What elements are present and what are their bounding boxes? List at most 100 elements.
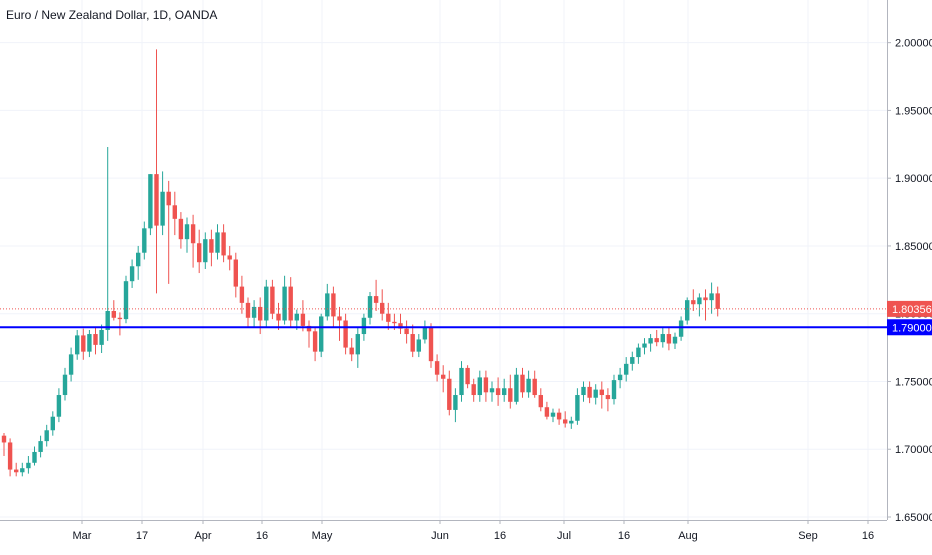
horizontal-level-label: 1.79000 (892, 322, 932, 334)
candle-down (538, 395, 543, 408)
x-tick-label: 16 (618, 530, 630, 542)
candle-down (392, 321, 397, 324)
candle-down (691, 300, 696, 305)
candle-down (373, 296, 379, 303)
candle-down (434, 361, 440, 375)
x-tick-label: Aug (678, 530, 698, 542)
candle-up (660, 334, 665, 343)
candle-down (221, 232, 226, 256)
candle-down (300, 313, 306, 326)
candle-up (489, 388, 495, 393)
candle-up (129, 266, 135, 282)
candle-down (233, 259, 238, 287)
candle-down (563, 419, 568, 424)
y-tick-label: 1.95000 (895, 105, 932, 117)
x-tick-label: May (312, 530, 333, 542)
candle-down (197, 243, 202, 263)
candle-down (288, 286, 293, 321)
candle-up (550, 412, 556, 417)
candle-up (611, 380, 617, 400)
candle-down (465, 367, 470, 385)
candle-down (306, 325, 312, 332)
candle-down (172, 205, 177, 219)
candle-up (87, 334, 92, 352)
candle-down (520, 374, 525, 393)
candle-down (386, 313, 391, 322)
y-tick-label: 2.00000 (895, 38, 932, 50)
x-tick-label: 17 (136, 530, 148, 542)
candle-up (575, 395, 580, 421)
candle-up (68, 354, 74, 375)
candle-down (239, 286, 245, 303)
candle-down (154, 174, 159, 226)
candle-down (14, 469, 19, 473)
candle-down (556, 412, 562, 420)
candle-up (630, 357, 635, 364)
current-price-badge (887, 300, 932, 317)
candle-up (367, 296, 373, 318)
candle-up (56, 395, 62, 417)
candle-down (410, 334, 415, 352)
x-tick-label: Jul (557, 530, 571, 542)
candle-down (276, 313, 281, 321)
y-tick-label: 1.65000 (895, 512, 932, 524)
candle-up (38, 441, 43, 452)
candle-down (190, 224, 196, 244)
candle-up (123, 281, 129, 320)
candle-down (312, 331, 318, 352)
candle-up (361, 317, 367, 335)
candle-down (166, 191, 171, 206)
candle-up (514, 374, 519, 402)
candle-up (50, 416, 55, 431)
candle-down (599, 389, 604, 396)
candle-down (666, 334, 672, 344)
candle-up (685, 300, 690, 321)
candle-down (7, 442, 13, 470)
candle-up (502, 388, 507, 396)
current-price-label: 1.80356 (892, 304, 932, 316)
candle-down (605, 395, 611, 400)
y-tick-label: 1.90000 (895, 173, 932, 185)
candle-up (203, 239, 208, 263)
candle-down (495, 388, 501, 396)
candle-down (404, 328, 409, 335)
candle-up (678, 320, 684, 337)
candle-up (355, 334, 360, 355)
y-tick-label: 1.70000 (895, 444, 932, 456)
candle-up (264, 286, 269, 321)
candle-down (447, 378, 452, 410)
candle-down (331, 293, 336, 317)
candle-down (483, 377, 489, 393)
candle-down (532, 378, 537, 396)
candle-up (136, 252, 141, 267)
candle-up (416, 339, 421, 352)
candle-up (709, 293, 714, 301)
x-tick-label: 16 (862, 530, 874, 542)
candle-up (581, 386, 586, 396)
x-tick-label: Apr (194, 530, 211, 542)
candle-up (477, 377, 482, 396)
candle-up (44, 430, 49, 442)
candle-up (569, 420, 574, 424)
candle-down (178, 218, 184, 240)
candle-up (142, 228, 147, 253)
candle-up (105, 311, 110, 330)
candle-up (624, 363, 629, 375)
candle-down (337, 316, 342, 321)
candle-up (32, 451, 37, 463)
candle-down (471, 384, 476, 396)
candle-up (62, 374, 68, 396)
candle-down (398, 323, 403, 329)
candle-down (93, 334, 98, 345)
candle-up (184, 224, 190, 240)
candle-up (75, 335, 80, 355)
candle-up (459, 367, 464, 396)
candle-down (209, 239, 214, 253)
candle-up (453, 395, 458, 410)
candle-up (325, 293, 330, 317)
candle-up (99, 329, 104, 345)
candle-down (258, 306, 263, 321)
candle-up (617, 374, 623, 381)
